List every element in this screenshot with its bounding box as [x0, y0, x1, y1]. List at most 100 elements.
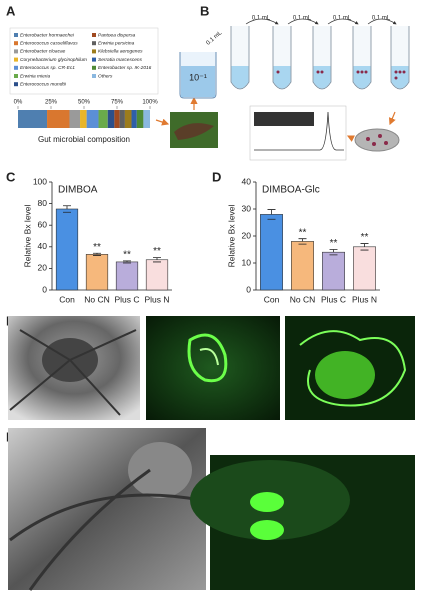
x-tick-label: Plus N — [144, 294, 169, 304]
significance: ** — [93, 242, 101, 253]
y-tick-label: 20 — [38, 263, 48, 273]
arrow — [245, 18, 279, 25]
error-bar — [267, 209, 276, 220]
colony — [402, 70, 406, 74]
significance: ** — [330, 238, 338, 249]
photo-f — [146, 316, 280, 420]
x-tick-label: No CN — [84, 294, 110, 304]
colony — [394, 76, 398, 80]
x-tick-label: No CN — [290, 294, 316, 304]
y-axis-label: Relative Bx level — [226, 204, 236, 267]
legend-swatch — [92, 41, 96, 46]
legend-swatch — [92, 49, 96, 54]
bar-segment — [98, 110, 108, 128]
x-tick-label: Plus C — [321, 294, 346, 304]
legend-swatch — [14, 82, 18, 87]
x-tick-label: 75% — [111, 100, 124, 106]
legend-label: Erwinia mieria — [20, 73, 50, 79]
colony — [394, 70, 398, 74]
legend-swatch — [14, 74, 18, 78]
x-tick-label: 25% — [45, 100, 58, 106]
y-tick-label: 30 — [242, 203, 252, 213]
bar — [145, 259, 169, 291]
x-tick-label: 100% — [142, 100, 158, 106]
bar — [353, 246, 376, 291]
panel-label: B — [200, 3, 209, 18]
legend-swatch — [14, 57, 18, 62]
legend-label: Klebsiella aerogenes — [98, 49, 143, 55]
tube-liquid — [231, 66, 249, 89]
y-tick-label: 80 — [38, 198, 48, 208]
bar-segment — [114, 110, 120, 128]
bar-segment — [119, 110, 125, 128]
x-tick-label: Plus C — [114, 294, 139, 304]
bar-segment — [124, 110, 132, 128]
colony — [364, 70, 368, 74]
y-axis-label: Relative Bx level — [22, 204, 32, 267]
transfer-label: 0.1 mL — [293, 16, 312, 22]
significance: ** — [123, 249, 131, 260]
y-tick-label: 0 — [42, 284, 47, 294]
x-tick-label: Plus N — [352, 294, 377, 304]
y-tick-label: 40 — [242, 176, 252, 186]
legend-swatch — [14, 65, 18, 70]
tube-liquid — [353, 66, 371, 89]
x-tick-label: 50% — [78, 100, 91, 106]
tube-liquid — [391, 66, 409, 89]
bar-segment — [107, 110, 115, 128]
error-bar — [329, 249, 338, 256]
legend-label: Serratia marcescens — [98, 57, 143, 63]
bar-segment — [18, 110, 48, 128]
tube-liquid — [313, 66, 331, 89]
bar-segment — [143, 110, 150, 128]
bar — [115, 261, 139, 291]
y-tick-label: 0 — [246, 284, 251, 294]
legend-swatch — [92, 74, 96, 78]
bar — [55, 208, 79, 291]
beaker: 10⁻¹ — [179, 52, 217, 99]
legend-swatch — [92, 65, 96, 70]
legend-label: Corynebacterium glycinophilum — [20, 57, 87, 63]
bar — [260, 214, 283, 291]
arrow — [287, 18, 319, 25]
legend-swatch — [92, 57, 96, 62]
legend-swatch — [14, 49, 18, 54]
legend-swatch — [92, 33, 96, 37]
legend-label: Enterococcus sp. CR-Ec1 — [20, 65, 75, 71]
colony — [356, 70, 360, 74]
significance: ** — [153, 246, 161, 257]
tube-liquid — [273, 66, 291, 89]
x-axis-label: Gut microbial composition — [38, 135, 130, 144]
chart-title: DIMBOA — [58, 185, 98, 196]
y-tick-label: 20 — [242, 230, 252, 240]
legend-label: Enterococcus casseliflavus — [20, 40, 78, 46]
legend-label: Enterobacter cloacae — [20, 49, 66, 55]
panel-label: A — [6, 3, 16, 18]
significance: ** — [361, 232, 369, 243]
x-tick-label: Con — [59, 294, 75, 304]
error-bar — [360, 243, 369, 251]
bar-segment — [69, 110, 81, 128]
error-bar — [123, 260, 131, 264]
colony — [398, 70, 402, 74]
legend-label: Enterobacter sp. IK-2016 — [98, 65, 152, 71]
photo-i — [190, 455, 415, 590]
chart-title: DIMBOA-Glc — [262, 185, 320, 196]
transfer-label: 0.1 mL — [372, 16, 391, 22]
bar — [291, 241, 314, 291]
legend-swatch — [14, 33, 18, 37]
panel-label: C — [6, 169, 16, 184]
y-tick-label: 10 — [242, 257, 252, 267]
significance: ** — [299, 227, 307, 238]
error-bar — [153, 257, 161, 263]
colony — [316, 70, 320, 74]
arrow — [367, 18, 397, 25]
y-tick-label: 40 — [38, 241, 48, 251]
bar-segment — [86, 110, 99, 128]
y-tick-label: 60 — [38, 219, 48, 229]
colony — [276, 70, 280, 74]
bar-segment — [80, 110, 87, 128]
chromatogram — [249, 105, 347, 161]
colony — [360, 70, 364, 74]
